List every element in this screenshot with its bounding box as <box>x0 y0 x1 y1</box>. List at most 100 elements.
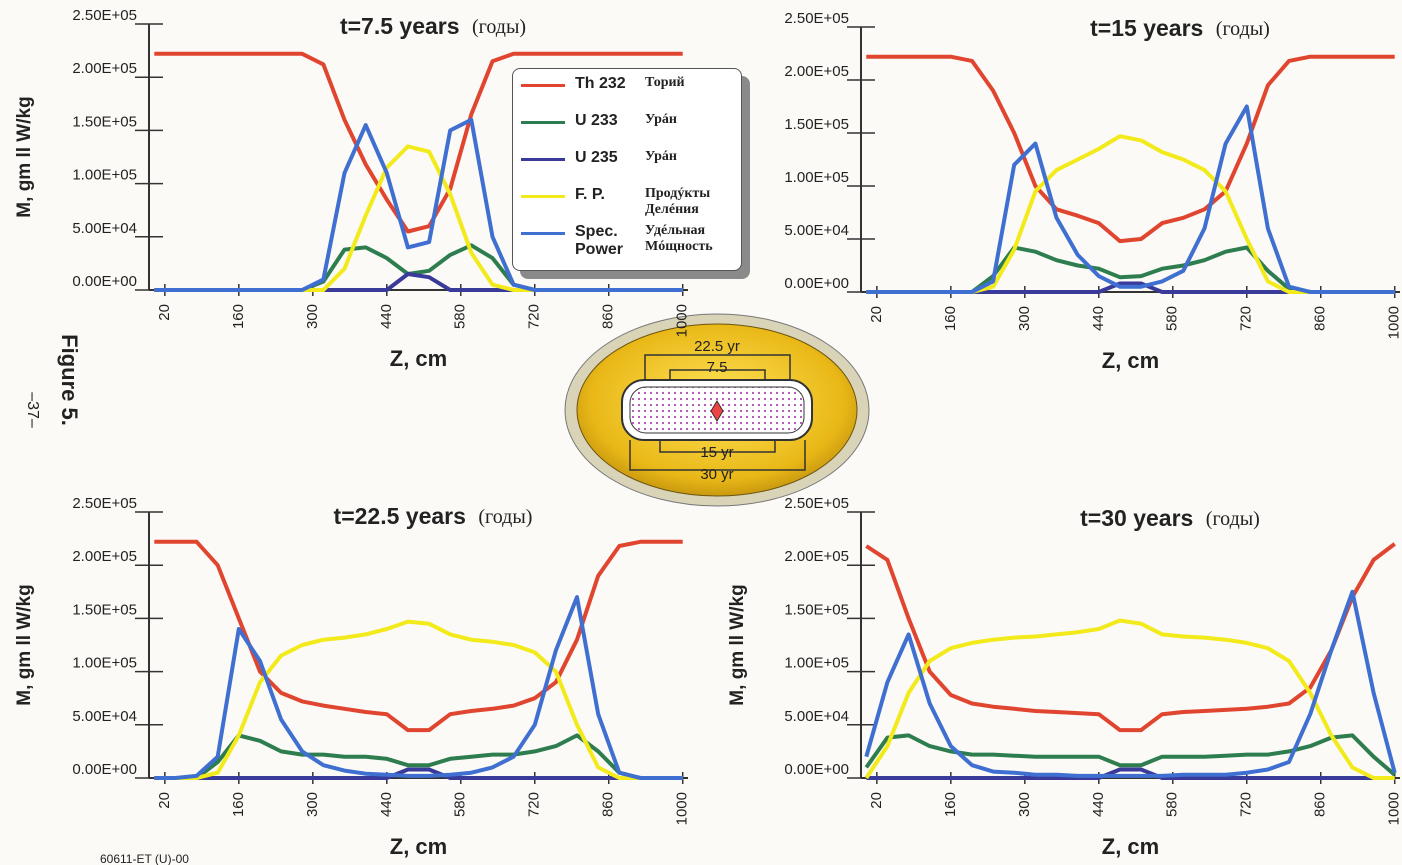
x-tick-label: 300 <box>304 792 321 817</box>
x-tick-label: 580 <box>452 304 469 329</box>
legend-label: F. P. <box>575 186 605 203</box>
x-axis-label: Z, cm <box>1102 348 1159 373</box>
y-tick-label: 1.00E+05 <box>784 655 849 672</box>
y-tick-label: 0.00E+00 <box>784 275 849 292</box>
legend-label: U 233 <box>575 112 618 129</box>
y-tick-label: 2.50E+05 <box>784 10 849 27</box>
x-tick-label: 440 <box>378 792 395 817</box>
y-tick-label: 2.00E+05 <box>72 548 137 565</box>
y-tick-label: 2.00E+05 <box>72 60 137 77</box>
x-tick-label: 160 <box>942 306 959 331</box>
legend-note: Удéльная Мóщность <box>645 223 713 254</box>
y-axis-label: M, gm ll W/kg <box>727 584 748 705</box>
x-tick-label: 720 <box>1238 306 1255 331</box>
x-tick-label: 860 <box>1312 792 1329 817</box>
series-line <box>154 733 683 780</box>
y-tick-label: 1.00E+05 <box>784 169 849 186</box>
legend-label: U 235 <box>575 149 618 166</box>
chart-title: t=15 years (годы) <box>1090 15 1270 41</box>
series-line <box>154 117 683 292</box>
y-tick-label: 2.50E+05 <box>72 495 137 512</box>
legend-swatch <box>521 232 565 235</box>
x-tick-label: 300 <box>304 304 321 329</box>
legend-item: F. P. Продýкты Делéния <box>521 186 733 223</box>
title-text: t=7.5 years <box>340 13 460 39</box>
chart: 0.00E+00 5.00E+04 1.00E+05 1.50E+05 2.00E+05… <box>14 7 691 371</box>
title-text: t=30 years <box>1080 505 1193 531</box>
y-tick-label: 2.00E+05 <box>784 63 849 80</box>
series-line <box>154 272 683 292</box>
legend-note: Торий <box>645 75 685 90</box>
chart: 0.00E+00 5.00E+04 1.00E+05 1.50E+05 2.00E+05… <box>727 495 1402 859</box>
x-tick-label: 580 <box>452 792 469 817</box>
y-tick-label: 5.00E+04 <box>784 708 849 725</box>
legend-item: Th 232 Торий <box>521 75 733 112</box>
y-tick-label: 2.00E+05 <box>784 548 849 565</box>
x-tick-label: 860 <box>600 304 617 329</box>
legend-note: Урáн <box>645 112 677 127</box>
legend-item: U 235 Урáн <box>521 149 733 186</box>
series-line <box>154 539 683 733</box>
reactor-diagram: 22.5 yr 7.5 15 yr 30 yr <box>564 313 870 507</box>
series-line <box>866 134 1395 294</box>
title-note: (годы) <box>1206 508 1260 530</box>
diagram-label: 7.5 <box>707 359 728 376</box>
legend-label: Spec. Power <box>575 223 624 258</box>
x-tick-label: 440 <box>1090 306 1107 331</box>
x-tick-label: 860 <box>600 792 617 817</box>
series-line <box>154 51 683 234</box>
y-tick-label: 0.00E+00 <box>72 761 137 778</box>
x-tick-label: 20 <box>868 306 885 323</box>
x-tick-label: 20 <box>156 792 173 809</box>
y-tick-label: 1.50E+05 <box>72 601 137 618</box>
title-note: (годы) <box>1216 18 1270 40</box>
document-code: 60611-ET (U)-00 <box>100 852 189 865</box>
diagram-label: 15 yr <box>700 444 733 461</box>
title-note: (годы) <box>478 506 532 528</box>
series-line <box>866 767 1395 780</box>
legend-item: Spec. Power Удéльная Мóщность <box>521 223 733 260</box>
x-axis-label: Z, cm <box>390 834 447 859</box>
y-tick-label: 1.00E+05 <box>72 167 137 184</box>
x-tick-label: 720 <box>526 792 543 817</box>
series-line <box>154 767 683 780</box>
legend-swatch <box>521 121 565 124</box>
series-line <box>864 589 1397 778</box>
x-tick-label: 300 <box>1016 306 1033 331</box>
y-tick-label: 0.00E+00 <box>784 761 849 778</box>
x-tick-label: 580 <box>1164 792 1181 817</box>
legend-swatch <box>521 84 565 87</box>
chart: 0.00E+00 5.00E+04 1.00E+05 1.50E+05 2.00E+05… <box>14 495 691 859</box>
y-tick-label: 1.50E+05 <box>784 116 849 133</box>
y-axis-label: M, gm ll W/kg <box>14 584 35 705</box>
series-line <box>154 595 683 780</box>
y-tick-label: 5.00E+04 <box>784 222 849 239</box>
chart-title: t=30 years (годы) <box>1080 505 1260 531</box>
legend-swatch <box>521 195 565 198</box>
series-line <box>866 54 1395 244</box>
x-tick-label: 1000 <box>1386 792 1402 825</box>
x-tick-label: 720 <box>1238 792 1255 817</box>
y-tick-label: 2.50E+05 <box>784 495 849 512</box>
x-tick-label: 20 <box>156 304 173 321</box>
title-note: (годы) <box>472 16 526 38</box>
series-line <box>866 104 1395 294</box>
x-tick-label: 300 <box>1016 792 1033 817</box>
title-text: t=22.5 years <box>334 503 466 529</box>
x-tick-label: 1000 <box>1386 306 1402 339</box>
y-tick-label: 0.00E+00 <box>72 273 137 290</box>
y-tick-label: 1.50E+05 <box>784 601 849 618</box>
figure-caption: Figure 5. <box>57 334 82 426</box>
x-tick-label: 20 <box>868 792 885 809</box>
y-axis-label: M, gm ll W/kg <box>14 96 35 217</box>
x-axis-label: Z, cm <box>390 346 447 371</box>
chart-title: t=22.5 years (годы) <box>334 503 533 529</box>
legend-item: U 233 Урáн <box>521 112 733 149</box>
series-line <box>864 618 1395 780</box>
legend-swatch <box>521 158 565 161</box>
legend: Th 232 Торий U 233 Урáн U 235 Урáн F. P. Продýк… <box>512 68 742 271</box>
diagram-label: 22.5 yr <box>694 338 740 355</box>
x-tick-label: 720 <box>526 304 543 329</box>
series-line <box>154 619 683 780</box>
